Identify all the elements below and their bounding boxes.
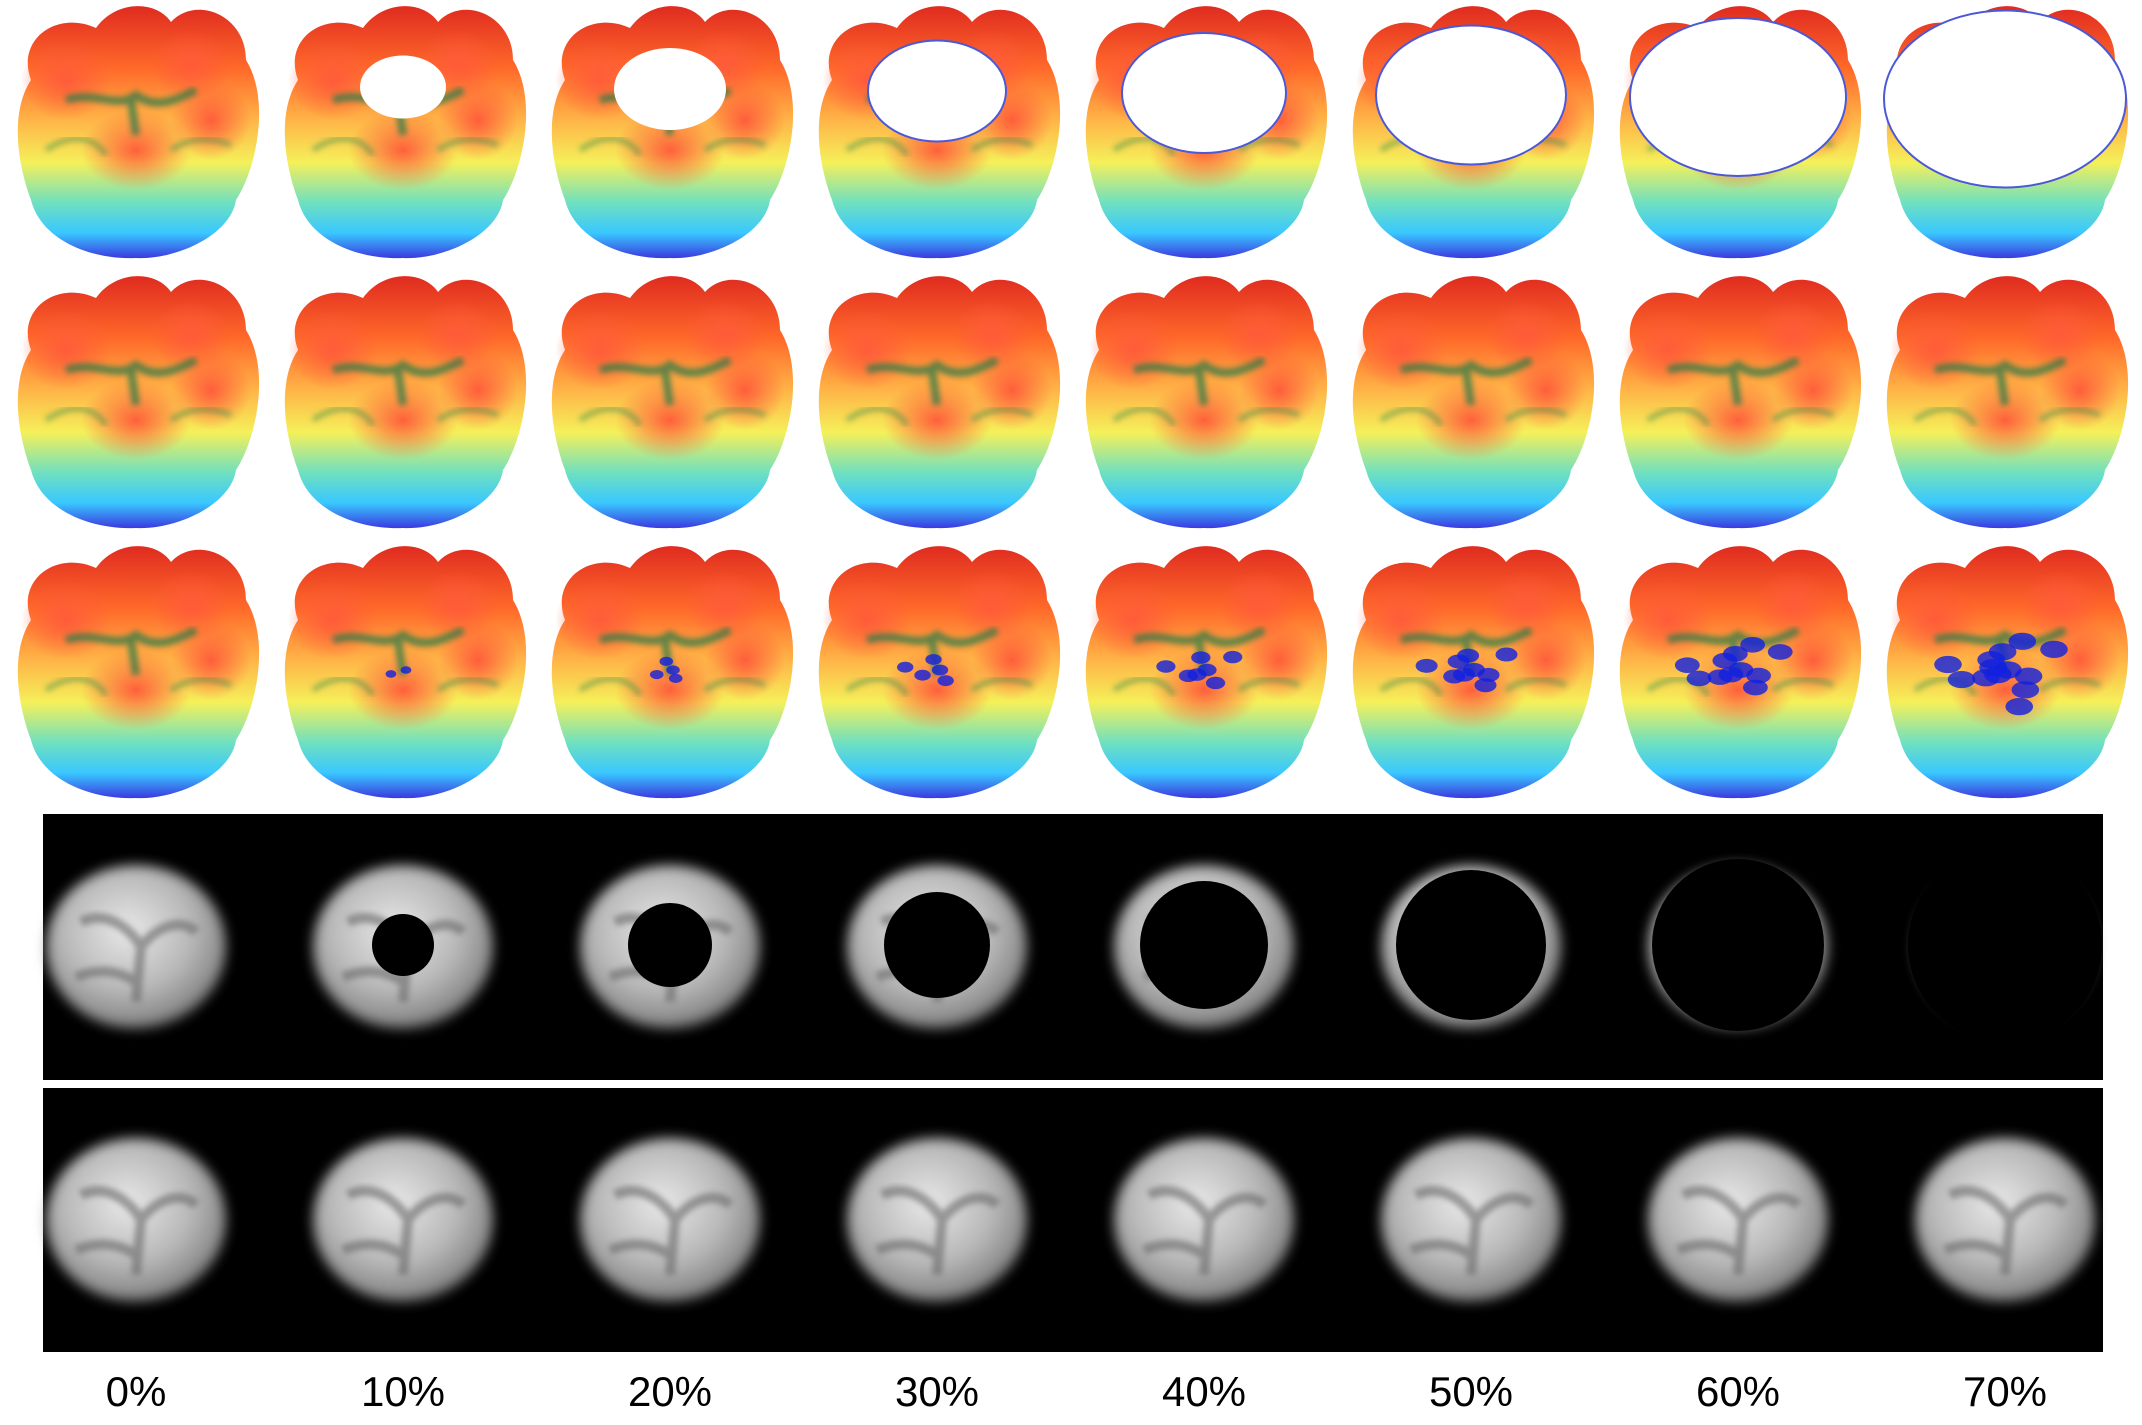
percent-label: 10% bbox=[360, 1368, 446, 1415]
surface-tooth bbox=[1085, 276, 1328, 529]
surface-tooth bbox=[1352, 276, 1595, 529]
surface-tooth bbox=[551, 546, 794, 799]
surface-tooth bbox=[1886, 276, 2129, 529]
surface-tooth bbox=[1619, 6, 1862, 259]
percent-label: 30% bbox=[894, 1368, 980, 1415]
surface-tooth bbox=[1352, 6, 1595, 259]
surface-tooth bbox=[17, 276, 260, 529]
surface-tooth bbox=[818, 276, 1061, 529]
depth-map-tooth bbox=[1114, 1138, 1294, 1302]
surface-tooth bbox=[1085, 546, 1328, 799]
percent-label: 40% bbox=[1161, 1368, 1247, 1415]
depth-map-tooth bbox=[1648, 1138, 1828, 1302]
surface-tooth bbox=[551, 6, 794, 259]
depth-map-tooth bbox=[1648, 859, 1828, 1031]
depth-map-tooth bbox=[1915, 1138, 2095, 1302]
depth-map-tooth bbox=[847, 865, 1027, 1029]
depth-map-tooth bbox=[580, 865, 760, 1029]
surface-tooth bbox=[551, 276, 794, 529]
percent-label: 0% bbox=[105, 1368, 167, 1415]
depth-map-tooth bbox=[313, 865, 493, 1029]
surface-tooth bbox=[284, 546, 527, 799]
depth-map-tooth bbox=[1114, 865, 1294, 1029]
depth-map-tooth bbox=[46, 865, 226, 1029]
depth-map-tooth bbox=[847, 1138, 1027, 1302]
depth-map-tooth bbox=[580, 1138, 760, 1302]
surface-tooth bbox=[1352, 546, 1595, 799]
surface-tooth bbox=[1085, 6, 1328, 259]
depth-map-tooth bbox=[313, 1138, 493, 1302]
surface-tooth bbox=[17, 6, 260, 259]
depth-map-tooth bbox=[1381, 865, 1561, 1029]
surface-tooth bbox=[17, 546, 260, 799]
percent-label: 20% bbox=[627, 1368, 713, 1415]
surface-tooth bbox=[284, 6, 527, 259]
depth-map-tooth bbox=[1381, 1138, 1561, 1302]
percent-label: 70% bbox=[1962, 1368, 2048, 1415]
surface-tooth bbox=[818, 6, 1061, 259]
surface-tooth bbox=[1883, 6, 2129, 259]
surface-tooth bbox=[1619, 276, 1862, 529]
percent-label: 50% bbox=[1428, 1368, 1514, 1415]
depth-map-tooth bbox=[1908, 848, 2102, 1042]
percent-label: 60% bbox=[1695, 1368, 1781, 1415]
surface-tooth bbox=[818, 546, 1061, 799]
surface-tooth bbox=[1886, 546, 2129, 799]
surface-tooth bbox=[284, 276, 527, 529]
surface-tooth bbox=[1619, 546, 1862, 799]
depth-map-tooth bbox=[46, 1138, 226, 1302]
